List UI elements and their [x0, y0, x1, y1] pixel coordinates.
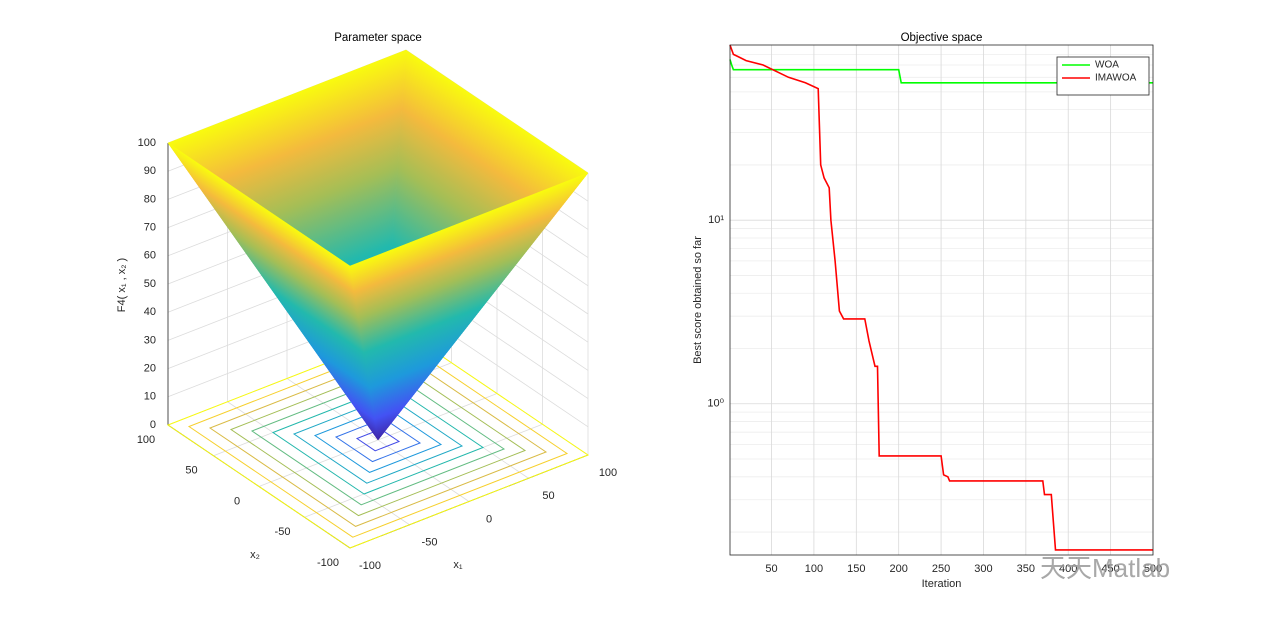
- x-tick-label: 100: [599, 467, 617, 479]
- x-tick-label: 400: [1059, 563, 1077, 575]
- z-tick-label: 80: [144, 193, 156, 205]
- legend-label: IMAWOA: [1095, 73, 1137, 84]
- y-tick-label: 50: [185, 465, 197, 477]
- z-tick-label: 50: [144, 278, 156, 290]
- x-tick-label: 100: [805, 563, 823, 575]
- z-tick-label: 100: [138, 137, 156, 149]
- z-axis-label: F4( x₁ , x₂ ): [116, 258, 128, 312]
- y-axis-label: Best score obtained so far: [692, 236, 704, 364]
- y-axis-label: x₂: [250, 549, 260, 561]
- x-tick-label: 500: [1144, 563, 1162, 575]
- z-tick-label: 70: [144, 222, 156, 234]
- x-tick-label: 50: [542, 490, 554, 502]
- plot-area: [730, 45, 1153, 555]
- z-tick-label: 10: [144, 391, 156, 403]
- axes-box: [729, 44, 1154, 556]
- watermark: 天天Matlab: [1040, 553, 1170, 583]
- y-tick-label: 10⁰: [707, 398, 724, 410]
- z-tick-label: 60: [144, 250, 156, 262]
- x-tick-label: 200: [890, 563, 908, 575]
- z-tick-label: 30: [144, 334, 156, 346]
- z-tick-label: 90: [144, 165, 156, 177]
- x-axis-label: Iteration: [922, 578, 962, 590]
- legend-box: [1056, 56, 1150, 96]
- x-tick-label: 300: [974, 563, 992, 575]
- series-line: [729, 59, 1153, 84]
- series-line: [729, 44, 1153, 551]
- chart-title: Objective space: [901, 32, 983, 44]
- x-tick-label: -50: [422, 537, 438, 549]
- x-tick-label: 150: [847, 563, 865, 575]
- chart-title: Parameter space: [334, 32, 422, 44]
- x-tick-label: 0: [486, 513, 492, 525]
- x-tick-label: -100: [359, 560, 381, 572]
- surface-face: [349, 172, 589, 441]
- y-tick-label: -50: [275, 526, 291, 538]
- x-tick-label: 350: [1017, 563, 1035, 575]
- x-tick-label: 50: [765, 563, 777, 575]
- x-tick-label: 450: [1101, 563, 1119, 575]
- legend-label: WOA: [1095, 60, 1119, 71]
- y-tick-label: 100: [137, 434, 155, 446]
- x-axis-label: x₁: [453, 559, 463, 571]
- y-tick-label: -100: [317, 557, 339, 569]
- x-tick-label: 250: [932, 563, 950, 575]
- y-tick-label: 10¹: [708, 214, 724, 226]
- z-tick-label: 20: [144, 363, 156, 375]
- z-tick-label: 0: [150, 419, 156, 431]
- z-tick-label: 40: [144, 306, 156, 318]
- y-tick-label: 0: [234, 495, 240, 507]
